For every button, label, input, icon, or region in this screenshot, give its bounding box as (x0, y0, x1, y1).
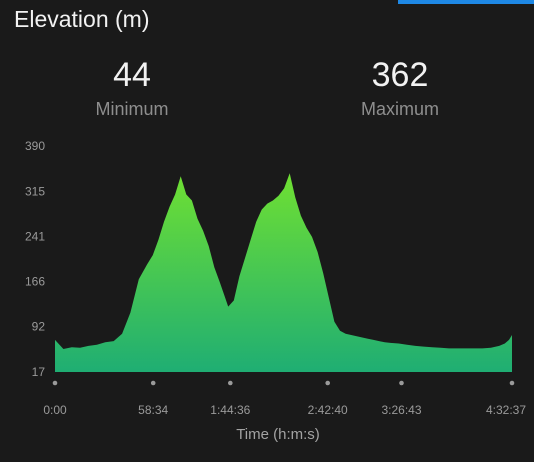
y-tick-label: 17 (32, 365, 46, 379)
x-axis-label: Time (h:m:s) (236, 426, 320, 443)
x-tick-label: 3:26:43 (381, 403, 421, 417)
x-tick-dot (399, 380, 404, 386)
x-tick-label: 0:00 (43, 403, 67, 417)
x-tick-label: 1:44:36 (210, 403, 250, 417)
top-accent-bar (398, 0, 534, 4)
x-tick-dot (325, 380, 331, 386)
x-tick-dot (150, 380, 156, 386)
maximum-value: 362 (371, 56, 429, 94)
page-title: Elevation (m) (14, 6, 150, 32)
y-tick-label: 241 (25, 229, 45, 243)
x-tick-dot (52, 380, 58, 386)
y-tick-label: 92 (32, 320, 46, 334)
minimum-stat: 44 Minimum (42, 56, 222, 120)
maximum-label: Maximum (360, 99, 439, 119)
y-tick-label: 166 (25, 275, 45, 289)
y-tick-label: 315 (25, 184, 45, 198)
minimum-value: 44 (113, 56, 151, 94)
elevation-area (55, 173, 512, 372)
y-tick-label: 390 (25, 139, 45, 153)
maximum-stat: 362 Maximum (310, 56, 490, 120)
x-tick-label: 2:42:40 (308, 403, 348, 417)
x-tick-dot (228, 380, 233, 386)
x-tick-dot (509, 380, 515, 386)
minimum-label: Minimum (95, 99, 169, 119)
x-tick-label: 58:34 (138, 403, 168, 417)
x-tick-label: 4:32:37 (486, 403, 526, 417)
